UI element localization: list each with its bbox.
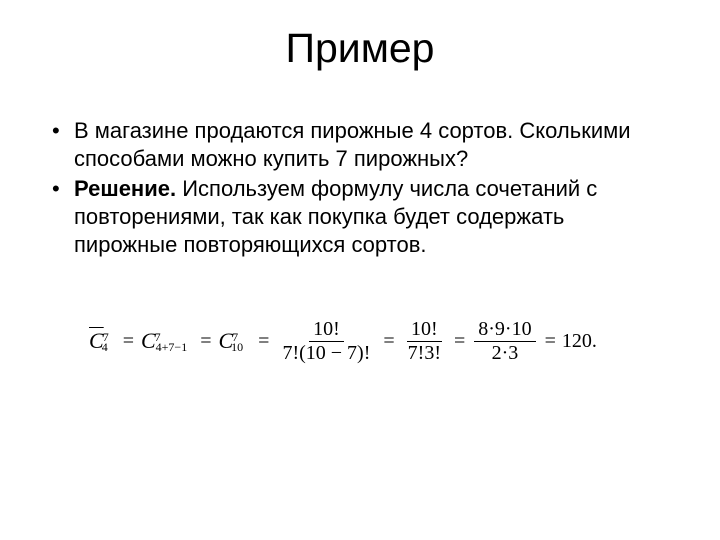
formula-eq: = [123, 330, 134, 353]
formula-eq: = [454, 330, 465, 353]
formula-eq: = [545, 330, 556, 353]
bullet-item: В магазине продаются пирожные 4 сортов. … [48, 117, 672, 172]
fraction-denominator: 2·3 [488, 342, 523, 364]
fraction-denominator: 7!(10 − 7)! [278, 342, 374, 364]
slide: Пример В магазине продаются пирожные 4 с… [0, 0, 720, 540]
formula-sub: 10 [231, 340, 243, 355]
formula-sub: 4+7−1 [156, 340, 188, 355]
bullet-bold-prefix: Решение. [74, 176, 182, 201]
fraction-denominator: 7!3! [404, 342, 445, 364]
bullet-text: В магазине продаются пирожные 4 сортов. … [74, 118, 631, 171]
formula-term-c: C710 [218, 328, 251, 354]
symbol-C: C [141, 328, 156, 354]
formula-fraction: 10! 7!3! [404, 319, 445, 364]
bullet-list: В магазине продаются пирожные 4 сортов. … [48, 117, 672, 259]
formula-term-cbar: C74 [89, 328, 116, 354]
fraction-numerator: 8·9·10 [474, 319, 535, 342]
formula-term-c: C74+7−1 [141, 328, 193, 354]
formula-fraction: 10! 7!(10 − 7)! [278, 319, 374, 364]
fraction-numerator: 10! [309, 319, 344, 342]
formula-result: 120. [562, 330, 597, 353]
formula-sub: 4 [102, 340, 108, 355]
formula-eq: = [383, 330, 394, 353]
fraction-numerator: 10! [407, 319, 442, 342]
formula-eq: = [258, 330, 269, 353]
formula: C74 = C74+7−1 = C710 = 10! 7!(10 − 7)! =… [48, 319, 672, 364]
slide-title: Пример [48, 25, 672, 72]
bullet-item: Решение. Используем формулу числа сочета… [48, 175, 672, 258]
formula-eq: = [200, 330, 211, 353]
formula-fraction: 8·9·10 2·3 [474, 319, 535, 364]
